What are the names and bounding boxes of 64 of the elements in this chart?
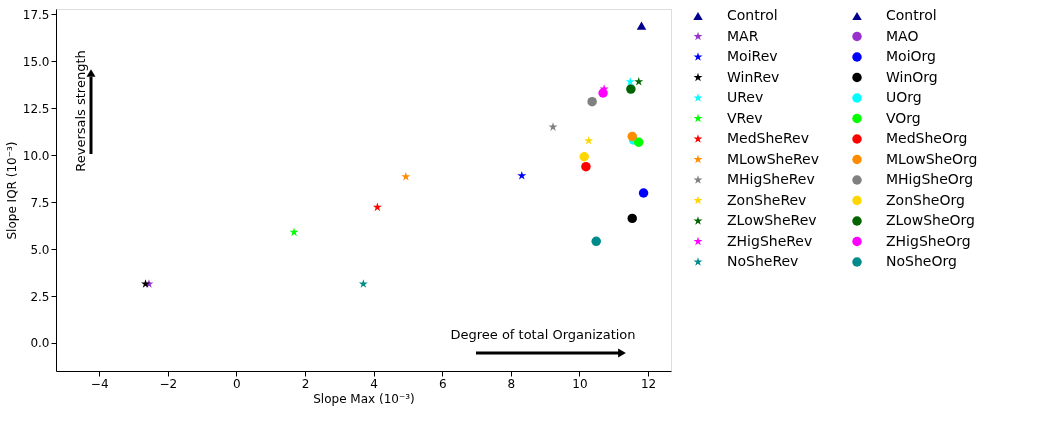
x-tick-label: −4 [90, 376, 109, 391]
y-axis-title: Slope IQR (10⁻³) [4, 141, 19, 240]
point [627, 131, 637, 142]
legend-label: ZLowSheOrg [886, 212, 975, 228]
x-tick-label: −2 [159, 376, 178, 391]
x-tick-label: 12 [640, 376, 657, 391]
legend-label: MoiOrg [886, 48, 936, 64]
point [584, 136, 594, 145]
x-axis-title: Slope Max (10⁻³) [313, 391, 415, 406]
legend-label: MoiRev [727, 48, 778, 64]
point [581, 161, 591, 172]
legend-label: ZHigSheRev [727, 232, 813, 249]
legend-label: ZonSheRev [727, 191, 807, 208]
point [634, 137, 644, 147]
x-tick-label: 2 [301, 376, 310, 391]
legend-label: MedSheRev [727, 130, 809, 146]
point [634, 77, 644, 86]
legend-label: NoSheOrg [886, 253, 957, 269]
legend-label: ZonSheOrg [886, 191, 965, 208]
x-tick-label: 6 [438, 376, 447, 391]
legend-label: URev [727, 89, 764, 105]
annotation: Reversals strength [73, 50, 88, 172]
legend-label: MLowSheOrg [886, 150, 978, 167]
legend-label: UOrg [886, 89, 922, 105]
point [372, 202, 382, 212]
point [627, 213, 637, 224]
point [626, 84, 636, 94]
legend-label: WinRev [727, 68, 780, 85]
point [517, 170, 527, 180]
legend-label: MHigSheOrg [886, 171, 974, 187]
point [289, 227, 299, 237]
x-tick-label: 10 [572, 376, 588, 391]
legend-label: MAR [727, 27, 759, 44]
legend-label: Control [886, 7, 937, 23]
y-tick-label: 10.0 [22, 148, 50, 163]
y-tick-label: 17.5 [22, 7, 50, 22]
y-tick-label: 0.0 [30, 336, 50, 351]
legend-label: MAO [886, 27, 919, 44]
legend-label: Control [727, 7, 778, 23]
legend-label: MHigSheRev [727, 171, 815, 187]
x-tick-label: 0 [233, 376, 241, 391]
point [579, 152, 589, 162]
y-tick-label: 2.5 [30, 289, 50, 304]
legend-label: MedSheOrg [886, 130, 968, 146]
y-tick-label: 12.5 [22, 101, 50, 116]
point [638, 188, 649, 198]
legend-label: VRev [727, 109, 763, 126]
point [625, 77, 635, 86]
x-tick-label: 4 [370, 376, 378, 391]
legend-label: ZLowSheRev [727, 212, 817, 228]
legend-label: VOrg [886, 109, 921, 126]
legend-label: NoSheRev [727, 253, 799, 269]
point [591, 236, 601, 247]
point [587, 96, 597, 107]
legend-label: WinOrg [886, 68, 938, 85]
x-tick-label: 8 [507, 376, 516, 391]
y-tick-label: 15.0 [22, 54, 50, 69]
point [636, 21, 647, 30]
point [401, 171, 411, 181]
legend-label: ZHigSheOrg [886, 232, 971, 249]
y-tick-label: 7.5 [30, 195, 50, 210]
legend-label: MLowSheRev [727, 150, 820, 167]
y-tick-label: 5.0 [30, 242, 50, 257]
annotation: Degree of total Organization [450, 327, 636, 342]
